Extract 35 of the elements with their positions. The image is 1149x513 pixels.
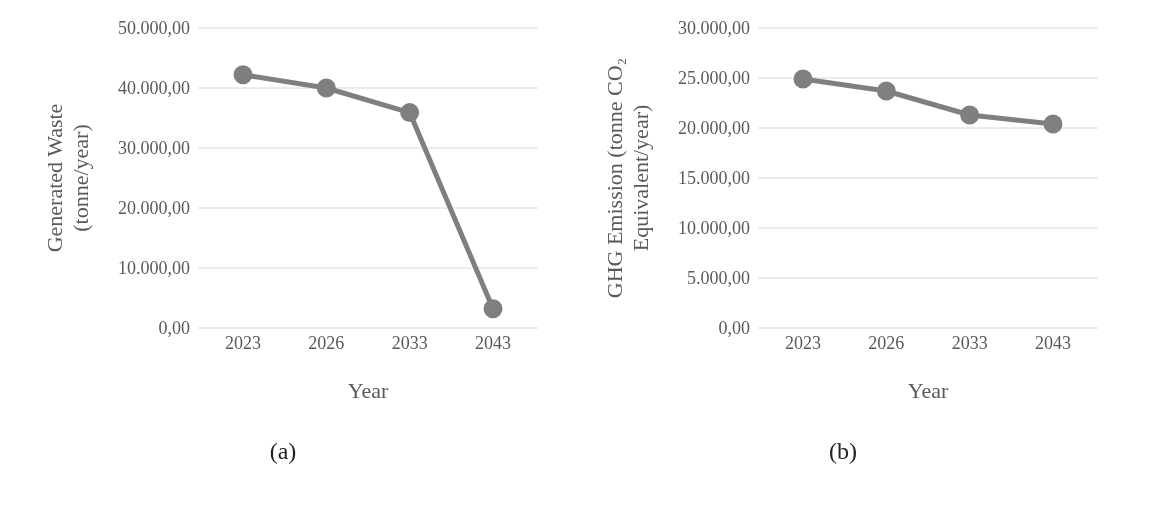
point [316,78,336,98]
y-tick-label: 30.000,00 [678,18,750,39]
y-tick-label: 15.000,00 [678,168,750,189]
y-tick-label: 0,00 [718,318,750,339]
x-tick-label: 2043 [475,332,511,353]
y-tick-label: 10.000,00 [118,258,190,279]
point [793,69,813,89]
y-tick-label: 30.000,00 [118,138,190,159]
y-axis-title: GHG Emission (tonne CO₂ Equivalent/year) [602,57,653,299]
y-tick-label: 20.000,00 [678,118,750,139]
point [876,81,896,101]
point [1043,114,1063,134]
y-tick-label: 50.000,00 [118,18,190,39]
y-axis-title: Generated Waste (tonne/year) [42,103,93,253]
x-tick-label: 2033 [391,332,428,353]
text: (a) [269,438,297,465]
x-tick-label: 2026 [868,332,905,353]
x-tick-label: 2043 [1035,332,1071,353]
point [483,299,503,319]
x-tick-label: 2033 [951,332,988,353]
text: (b) [829,438,857,465]
y-tick-label: 25.000,00 [678,68,750,89]
y-tick-label: 10.000,00 [678,218,750,239]
y-tick-label: 40.000,00 [118,78,190,99]
y-tick-label: 5.000,00 [687,268,750,289]
x-axis-title: Year [347,378,389,403]
x-tick-label: 2023 [785,332,821,353]
x-tick-label: 2023 [225,332,261,353]
x-axis-title: Year [907,378,949,403]
x-tick-label: 2026 [308,332,345,353]
point [233,65,253,85]
y-tick-label: 20.000,00 [118,198,190,219]
point [400,103,420,123]
point [960,105,980,125]
y-tick-label: 0,00 [158,318,190,339]
